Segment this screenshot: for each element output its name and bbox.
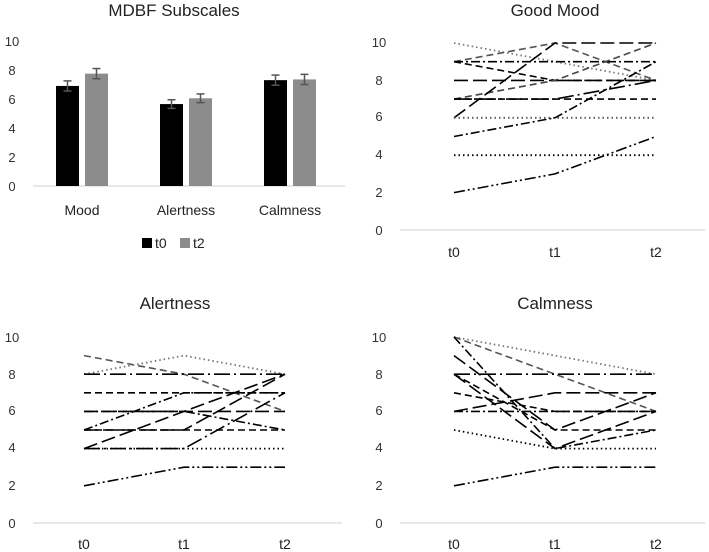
x-tick-label: t1	[549, 536, 561, 552]
y-tick-label: 10	[372, 330, 386, 345]
bar-t2-calmness	[293, 79, 316, 186]
y-tick-label: 6	[8, 92, 15, 107]
good-mood-series-line-1	[453, 42, 657, 82]
y-tick-label: 6	[8, 403, 15, 418]
x-tick-label: t1	[549, 244, 561, 260]
alertness-series-line-12	[84, 392, 286, 450]
x-tick-label: t0	[448, 244, 460, 260]
bar-t0-mood	[56, 85, 79, 186]
y-tick-label: 8	[375, 367, 382, 382]
calmness-series-line-12	[453, 466, 656, 487]
y-tick-label: 10	[372, 35, 386, 50]
good-mood-lines	[453, 42, 657, 194]
calmness-series-line-6	[453, 373, 656, 431]
x-tick-label: t2	[650, 244, 662, 260]
y-tick-label: 8	[8, 367, 15, 382]
calmness-series-line-11	[453, 429, 656, 450]
y-tick-label: 8	[375, 73, 382, 88]
alertness-series-line-2	[83, 354, 286, 376]
good-mood-series-line-8	[454, 79, 657, 100]
bar-t0-alertness	[160, 104, 183, 186]
bar-t2-mood	[85, 73, 108, 186]
legend-swatch-t0	[142, 238, 152, 248]
category-label: Mood	[64, 202, 99, 218]
alertness-series-line-6	[84, 410, 286, 431]
bar-chart-bars	[56, 67, 316, 186]
calmness-title: Calmness	[517, 294, 593, 313]
alertness-series-line-1	[83, 354, 286, 413]
y-tick-label: 2	[8, 478, 15, 493]
y-tick-label: 0	[8, 179, 15, 194]
good-mood-panel: Good Mood 0 2 4 6 8 10 t0 t1 t2	[372, 1, 705, 260]
calmness-series-line-8	[453, 392, 656, 413]
bar-chart-categories: Mood Alertness Calmness	[64, 202, 321, 218]
calmness-x-ticks: t0 t1 t2	[448, 536, 662, 552]
y-tick-label: 0	[375, 223, 382, 238]
legend-swatch-t2	[180, 238, 190, 248]
bar-t0-calmness	[264, 80, 287, 186]
x-tick-label: t0	[448, 536, 460, 552]
alertness-y-ticks: 0 2 4 6 8 10	[5, 330, 19, 531]
y-tick-label: 6	[375, 109, 382, 124]
y-tick-label: 4	[8, 121, 15, 136]
x-tick-label: t2	[650, 536, 662, 552]
good-mood-series-line-9	[453, 42, 656, 119]
calmness-series-line-1	[453, 336, 657, 376]
y-tick-label: 2	[375, 478, 382, 493]
alertness-series-line-10	[83, 373, 286, 450]
good-mood-y-ticks: 0 2 4 6 8 10	[372, 35, 386, 238]
bar-chart-legend: t0 t2	[142, 235, 205, 251]
x-tick-label: t1	[178, 536, 190, 552]
alertness-series-line-13	[83, 466, 285, 487]
calmness-lines	[453, 336, 657, 487]
alertness-lines	[83, 354, 286, 487]
calmness-y-ticks: 0 2 4 6 8 10	[372, 330, 386, 531]
legend-label-t2: t2	[193, 235, 205, 251]
y-tick-label: 0	[8, 516, 15, 531]
good-mood-x-ticks: t0 t1 t2	[448, 244, 662, 260]
bar-chart-title: MDBF Subscales	[108, 1, 239, 20]
calmness-panel: Calmness 0 2 4 6 8 10 t0 t1 t2	[372, 294, 705, 552]
good-mood-series-line-13	[453, 135, 657, 194]
bar-t2-alertness	[189, 98, 212, 186]
alertness-series-line-7	[84, 373, 286, 431]
y-tick-label: 10	[5, 330, 19, 345]
y-tick-label: 4	[8, 440, 15, 455]
y-tick-label: 2	[8, 150, 15, 165]
good-mood-series-line-11	[453, 61, 657, 138]
y-tick-label: 10	[5, 34, 19, 49]
y-tick-label: 8	[8, 63, 15, 78]
y-tick-label: 0	[375, 516, 382, 531]
alertness-title: Alertness	[140, 294, 211, 313]
good-mood-title: Good Mood	[511, 1, 600, 20]
bar-chart-y-ticks: 0 2 4 6 8 10	[5, 34, 19, 194]
category-label: Alertness	[157, 202, 215, 218]
alertness-panel: Alertness 0 2 4 6 8 10 t0 t1 t2	[5, 294, 342, 552]
calmness-series-line-9	[453, 391, 656, 413]
y-tick-label: 2	[375, 185, 382, 200]
good-mood-series-line-4	[453, 60, 656, 82]
alertness-x-ticks: t0 t1 t2	[78, 536, 291, 552]
x-tick-label: t0	[78, 536, 90, 552]
alertness-series-line-9	[83, 391, 285, 431]
y-tick-label: 4	[375, 147, 382, 162]
category-label: Calmness	[259, 202, 321, 218]
x-tick-label: t2	[279, 536, 291, 552]
y-tick-label: 4	[375, 440, 382, 455]
calmness-series-line-2	[453, 336, 657, 413]
bar-chart-panel: MDBF Subscales 0 2 4 6 8 10 Mood Alertne…	[5, 1, 345, 251]
y-tick-label: 6	[375, 403, 382, 418]
legend-label-t0: t0	[155, 235, 167, 251]
good-mood-series-line-6	[453, 42, 657, 100]
